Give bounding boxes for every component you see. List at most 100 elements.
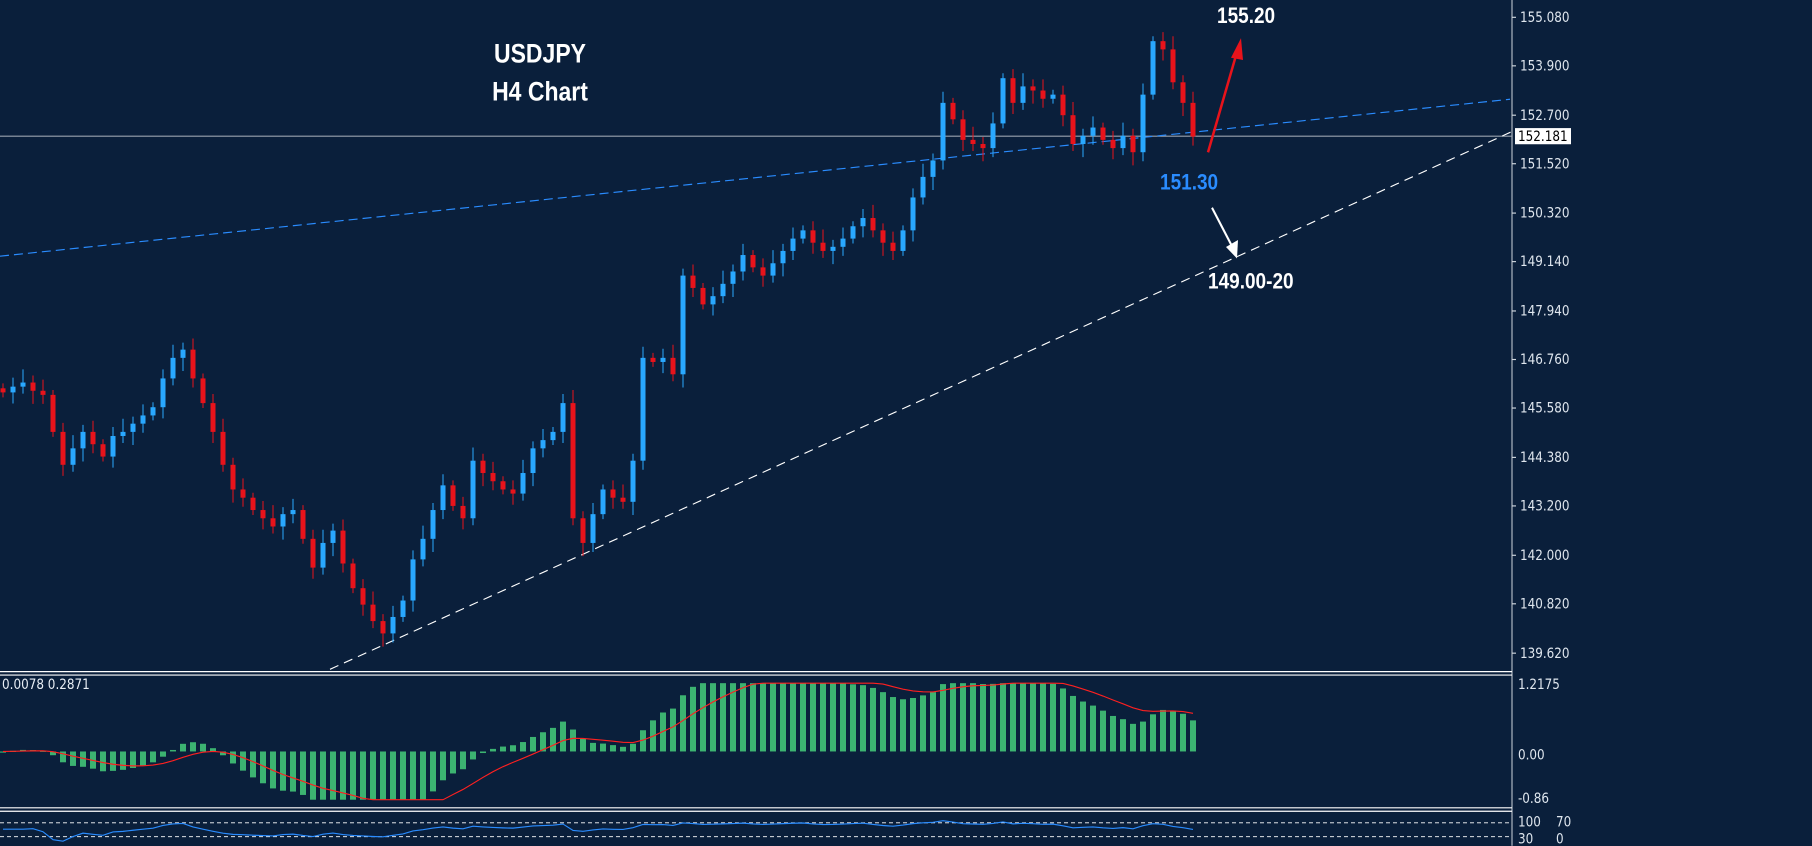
candle-body: [150, 407, 156, 416]
macd-bar: [850, 684, 856, 752]
candle: [80, 424, 86, 462]
macd-bar: [680, 695, 686, 752]
macd-bar: [420, 751, 426, 800]
candle-body: [320, 542, 326, 568]
candle-body: [830, 246, 836, 251]
macd-bar: [360, 751, 366, 800]
candle-body: [670, 357, 676, 375]
candle-body: [490, 473, 496, 482]
candle: [460, 496, 466, 530]
candle-body: [820, 242, 826, 251]
macd-bar: [450, 751, 456, 774]
candle-body: [250, 497, 256, 511]
candle: [670, 344, 676, 382]
macd-bar: [130, 751, 136, 768]
macd-bar: [870, 687, 876, 752]
candle: [330, 523, 336, 557]
candle: [1170, 36, 1176, 90]
candle: [1110, 130, 1116, 160]
macd-bar: [550, 727, 556, 752]
candle: [1180, 75, 1186, 117]
y-tick-label: 142.000: [1520, 548, 1570, 564]
candle-body: [900, 230, 906, 251]
macd-bar: [110, 751, 116, 771]
candle-body: [1160, 41, 1166, 50]
candle: [40, 379, 46, 404]
macd-bar: [790, 683, 796, 752]
candle-body: [1050, 94, 1056, 99]
candle: [1070, 102, 1076, 151]
candle-body: [0, 388, 6, 393]
candle: [790, 227, 796, 260]
candle-body: [590, 514, 596, 543]
candle: [240, 478, 246, 507]
candle: [1190, 91, 1196, 146]
candle: [770, 250, 776, 283]
candle-body: [980, 143, 986, 149]
candle: [140, 404, 146, 433]
macd-bar: [930, 692, 936, 752]
candle-body: [430, 510, 436, 539]
macd-bar: [160, 751, 166, 757]
macd-bar: [100, 751, 106, 772]
candle-body: [1180, 82, 1186, 103]
candle: [1140, 83, 1146, 162]
macd-bar: [390, 751, 396, 800]
y-tick-label: 155.080: [1520, 10, 1570, 26]
y-tick-label: 152.700: [1520, 108, 1570, 124]
candle: [1120, 122, 1126, 156]
candle-body: [870, 218, 876, 231]
macd-bar: [80, 751, 86, 767]
candle: [660, 348, 666, 374]
candle-body: [340, 530, 346, 564]
candle: [620, 484, 626, 509]
candle: [270, 505, 276, 534]
candle: [690, 264, 696, 297]
candle: [800, 225, 806, 244]
candle: [480, 453, 486, 487]
y-tick-label: 143.200: [1520, 499, 1570, 515]
macd-bar: [150, 751, 156, 763]
macd-bar: [430, 751, 436, 792]
y-tick-label: 145.580: [1520, 401, 1570, 417]
candle-body: [390, 616, 396, 634]
candle: [150, 402, 156, 421]
macd-bar: [1000, 683, 1006, 752]
candle: [720, 270, 726, 304]
rsi-tick: 30: [1518, 832, 1533, 846]
macd-bar: [1130, 723, 1136, 752]
candle: [360, 579, 366, 616]
macd-bar: [1190, 720, 1196, 752]
macd-bar: [950, 683, 956, 752]
y-tick-label: 146.760: [1520, 352, 1570, 368]
candle: [1020, 73, 1026, 110]
candle: [1080, 128, 1086, 158]
candle: [1090, 116, 1096, 145]
macd-bar: [1150, 714, 1156, 752]
candle-body: [260, 510, 266, 519]
macd-bar: [350, 751, 356, 800]
macd-bar: [120, 751, 126, 770]
candle: [730, 264, 736, 297]
candle-body: [1040, 90, 1046, 99]
candle-body: [190, 349, 196, 379]
candle: [900, 225, 906, 256]
candle-body: [180, 349, 186, 358]
candle: [290, 498, 296, 524]
candle-body: [310, 538, 316, 568]
candle-body: [1020, 86, 1026, 103]
macd-bar: [0, 751, 6, 753]
rsi-tick: 0: [1556, 832, 1564, 846]
candle-body: [410, 559, 416, 601]
candle-body: [1070, 115, 1076, 144]
macd-bar: [1030, 683, 1036, 752]
candle: [500, 476, 506, 495]
macd-bar: [750, 683, 756, 752]
candle-body: [710, 296, 716, 305]
rsi-tick: 100: [1518, 815, 1541, 831]
macd-bar: [570, 729, 576, 752]
candle: [710, 287, 716, 316]
y-tick-label: 149.140: [1520, 254, 1570, 270]
candle: [1000, 73, 1006, 129]
